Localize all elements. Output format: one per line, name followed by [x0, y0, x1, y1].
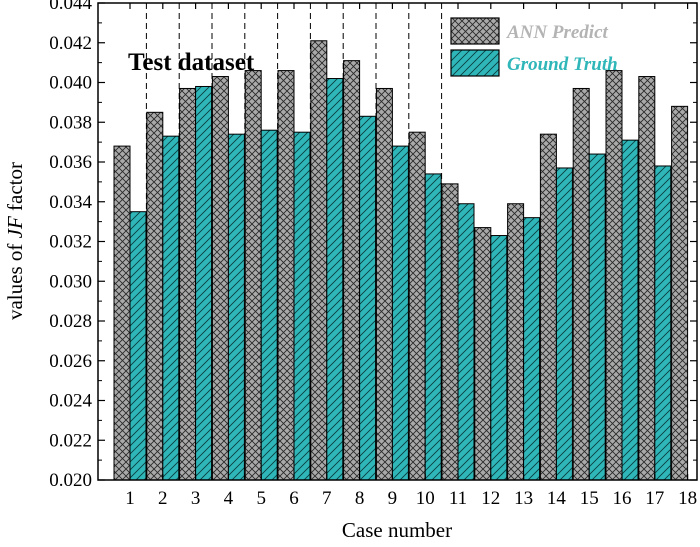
bar-ground-truth-case-9: [391, 145, 409, 480]
legend: ANN Predict Ground Truth: [450, 17, 618, 77]
bar-ann-predict-case-14: [539, 133, 557, 480]
x-tick-label: 18: [678, 488, 697, 509]
annotation-test-dataset: Test dataset: [128, 49, 255, 76]
x-tick-label: 10: [416, 488, 435, 509]
legend-swatch-ground-truth: [450, 49, 500, 77]
x-tick-label: 16: [613, 488, 632, 509]
bar-ann-predict-case-4: [211, 76, 229, 480]
y-tick-label: 0.022: [49, 430, 92, 451]
bar-ground-truth-case-16: [621, 139, 639, 480]
y-tick-label: 0.038: [49, 112, 92, 133]
bars-group: [113, 40, 689, 480]
y-axis-title-prefix: values of: [3, 238, 27, 320]
x-tick-label: 4: [224, 488, 234, 509]
y-tick-label: 0.028: [49, 311, 92, 332]
y-tick-label: 0.030: [49, 271, 92, 292]
bar-ground-truth-case-2: [162, 135, 180, 480]
x-tick-label: 11: [449, 488, 467, 509]
x-tick-label: 9: [388, 488, 398, 509]
bar-ground-truth-case-14: [555, 167, 573, 480]
y-axis-title: values of JF factor: [3, 162, 27, 320]
x-tick-label: 15: [580, 488, 599, 509]
x-tick-label: 14: [547, 488, 567, 509]
y-tick-label: 0.036: [49, 152, 92, 173]
y-tick-label: 0.024: [49, 391, 92, 412]
y-tick-label: 0.020: [49, 470, 92, 491]
x-tick-label: 17: [645, 488, 664, 509]
legend-label-ann-predict: ANN Predict: [506, 22, 609, 43]
legend-swatch-ann-predict: [450, 17, 500, 45]
x-tick-label: 6: [289, 488, 299, 509]
x-tick-label: 13: [514, 488, 533, 509]
bar-ground-truth-case-11: [457, 203, 475, 480]
bar-ground-truth-case-5: [260, 129, 278, 480]
bar-ground-truth-case-7: [326, 78, 344, 480]
bar-ann-predict-case-3: [179, 87, 197, 480]
y-axis-title-suffix: factor: [3, 162, 27, 216]
y-axis-title-italic: JF: [3, 216, 27, 238]
bar-ann-predict-case-18: [671, 105, 689, 480]
bar-ann-predict-case-1: [113, 145, 131, 480]
bar-ann-predict-case-9: [375, 87, 393, 480]
bar-ann-predict-case-11: [441, 183, 459, 480]
bar-ground-truth-case-1: [129, 211, 147, 480]
y-axis: 0.020 0.022 0.024 0.026 0.028 0.030 0.032 0.034…: [49, 0, 697, 491]
bar-ground-truth-case-10: [424, 173, 442, 480]
bar-ground-truth-case-12: [490, 235, 508, 480]
legend-label-ground-truth: Ground Truth: [507, 54, 618, 75]
bar-ground-truth-case-4: [227, 133, 245, 480]
x-tick-label: 7: [322, 488, 332, 509]
bar-ann-predict-case-7: [310, 40, 328, 480]
bar-ground-truth-case-3: [195, 85, 213, 480]
y-tick-label: 0.044: [49, 0, 92, 14]
bar-ann-predict-case-13: [507, 203, 525, 480]
y-tick-label: 0.032: [49, 232, 92, 253]
bar-ground-truth-case-8: [359, 115, 377, 480]
y-tick-label: 0.034: [49, 192, 92, 213]
x-tick-label: 3: [191, 488, 201, 509]
y-tick-label: 0.040: [49, 73, 92, 94]
x-tick-label: 5: [256, 488, 266, 509]
x-tick-label: 1: [125, 488, 135, 509]
x-tick-label: 12: [481, 488, 500, 509]
bar-ann-predict-case-16: [605, 70, 623, 480]
bar-ann-predict-case-10: [408, 131, 426, 480]
bar-ann-predict-case-2: [146, 111, 164, 480]
bar-ground-truth-case-15: [588, 153, 606, 480]
bar-ground-truth-case-13: [523, 217, 541, 480]
bar-ann-predict-case-12: [474, 227, 492, 480]
bar-ann-predict-case-5: [244, 70, 262, 480]
x-tick-label: 2: [158, 488, 168, 509]
bar-ann-predict-case-8: [343, 60, 361, 480]
x-tick-label: 8: [355, 488, 365, 509]
bar-ground-truth-case-6: [293, 131, 311, 480]
y-tick-label: 0.042: [49, 33, 92, 54]
bar-ground-truth-case-17: [654, 165, 672, 480]
x-axis-title: Case number: [342, 518, 452, 542]
x-axis: 1 2 3 4 5 6 7 8 9 10 11 12 13 14 15 16 17 18: [125, 3, 697, 509]
bar-ann-predict-case-6: [277, 70, 295, 480]
bar-ann-predict-case-17: [638, 76, 656, 480]
bar-ann-predict-case-15: [572, 87, 590, 480]
y-tick-label: 0.026: [49, 351, 92, 372]
